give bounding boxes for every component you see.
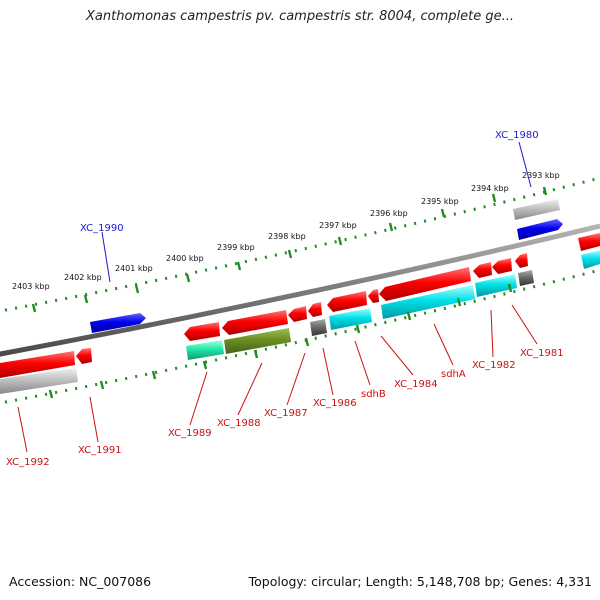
gene-label-xc1988[interactable]: XC_1988: [217, 418, 261, 429]
gene-xc1988-cds[interactable]: [224, 328, 291, 354]
gene-sdhA-cds[interactable]: [381, 285, 475, 319]
gene-xc1986-cds[interactable]: [310, 319, 327, 336]
gene-label-xc1987[interactable]: XC_1987: [264, 408, 308, 419]
gene-xc1982[interactable]: [473, 262, 492, 278]
gene-xc1992[interactable]: [0, 351, 75, 378]
gene-label-xc1992[interactable]: XC_1992: [6, 457, 50, 468]
gene-label-xc1989[interactable]: XC_1989: [168, 428, 212, 439]
gene-red-edge-upper[interactable]: [578, 233, 600, 251]
gene-xc1982-cds[interactable]: [475, 274, 517, 297]
kbp-label: 2394 kbp: [471, 184, 509, 193]
gene-xc1989[interactable]: [184, 322, 220, 341]
kbp-label: 2395 kbp: [421, 197, 459, 206]
kbp-label: 2399 kbp: [217, 243, 255, 252]
kbp-label: 2397 kbp: [319, 221, 357, 230]
gene-label-xc1980[interactable]: XC_1980: [495, 130, 539, 141]
gene-label-sdhA[interactable]: sdhA: [441, 369, 466, 380]
outer-major-ticks: [31, 186, 548, 313]
gene-xc1987[interactable]: [288, 306, 307, 322]
kbp-label: 2398 kbp: [268, 232, 306, 241]
accession-label: Accession: NC_007086: [9, 574, 152, 589]
gene-label-xc1982[interactable]: XC_1982: [472, 360, 516, 371]
leader-lines: [17, 141, 538, 453]
kbp-label: 2393 kbp: [522, 171, 560, 180]
gene-xc1990[interactable]: [90, 313, 146, 333]
gene-label-sdhB[interactable]: sdhB: [361, 389, 386, 400]
kbp-label: 2396 kbp: [370, 209, 408, 218]
gene-sdhB-cds[interactable]: [329, 308, 372, 330]
gene-xc1984[interactable]: [368, 289, 379, 303]
gene-xc1981-cds[interactable]: [518, 270, 534, 286]
kbp-label: 2400 kbp: [166, 254, 204, 263]
gene-xc1982b[interactable]: [492, 258, 512, 274]
kbp-label: 2402 kbp: [64, 273, 102, 282]
inner-major-ticks: [48, 283, 513, 399]
gene-label-xc1981[interactable]: XC_1981: [520, 348, 564, 359]
topology-label: Topology: circular; Length: 5,148,708 bp…: [248, 574, 592, 589]
gene-grey-lower[interactable]: [0, 368, 78, 394]
gene-xc1980[interactable]: [517, 219, 563, 240]
map-title: Xanthomonas campestris pv. campestris st…: [86, 9, 514, 24]
kbp-labels: 2403 kbp 2402 kbp 2401 kbp 2400 kbp 2399…: [12, 171, 560, 291]
gene-sdhA[interactable]: [379, 267, 471, 301]
gene-xc1986[interactable]: [308, 302, 322, 317]
gene-xc1981[interactable]: [515, 253, 528, 268]
gene-xc1991[interactable]: [76, 348, 92, 364]
reverse-genes: [0, 253, 534, 394]
gene-label-xc1991[interactable]: XC_1991: [78, 445, 122, 456]
gene-label-xc1984[interactable]: XC_1984: [394, 379, 438, 390]
gene-xc1989-cds[interactable]: [186, 340, 224, 360]
gene-label-xc1990[interactable]: XC_1990: [80, 223, 124, 234]
gene-labels: XC_1980 XC_1990 XC_1992 XC_1991 XC_1989 …: [6, 130, 564, 468]
kbp-label: 2401 kbp: [115, 264, 153, 273]
gene-sdhB[interactable]: [327, 291, 367, 312]
kbp-label: 2403 kbp: [12, 282, 50, 291]
forward-genes: [90, 199, 600, 333]
gene-xc1988[interactable]: [222, 310, 288, 335]
backbone: [0, 223, 600, 357]
gene-label-xc1986[interactable]: XC_1986: [313, 398, 357, 409]
gene-grey-upper[interactable]: [513, 199, 560, 220]
gene-cyan-edge-upper[interactable]: [581, 250, 600, 269]
